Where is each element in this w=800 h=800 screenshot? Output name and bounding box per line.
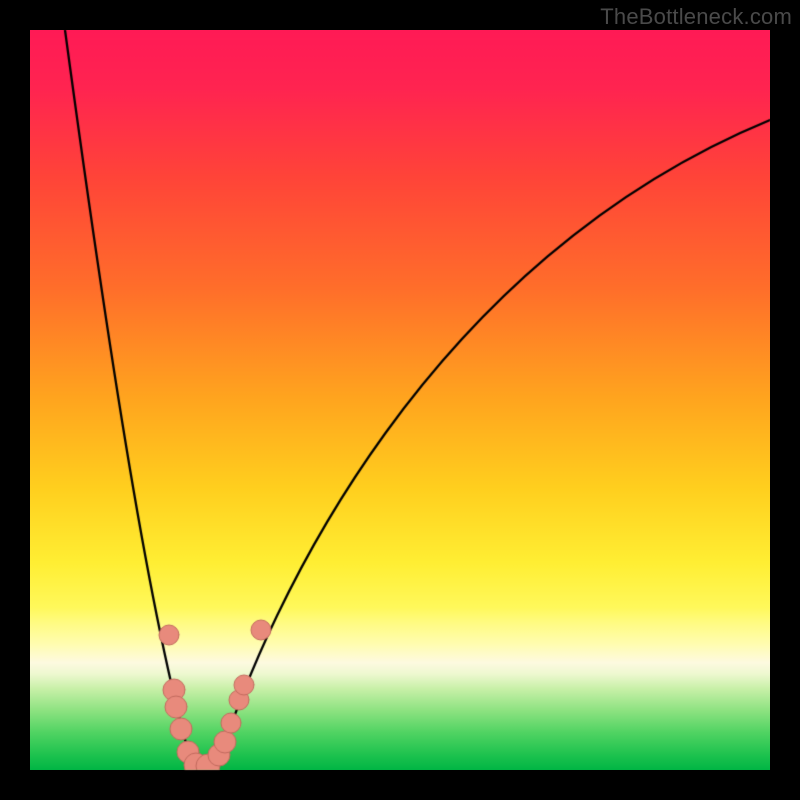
chart-stage: TheBottleneck.com [0, 0, 800, 800]
watermark-text: TheBottleneck.com [600, 4, 792, 30]
curve-layer [0, 0, 800, 800]
